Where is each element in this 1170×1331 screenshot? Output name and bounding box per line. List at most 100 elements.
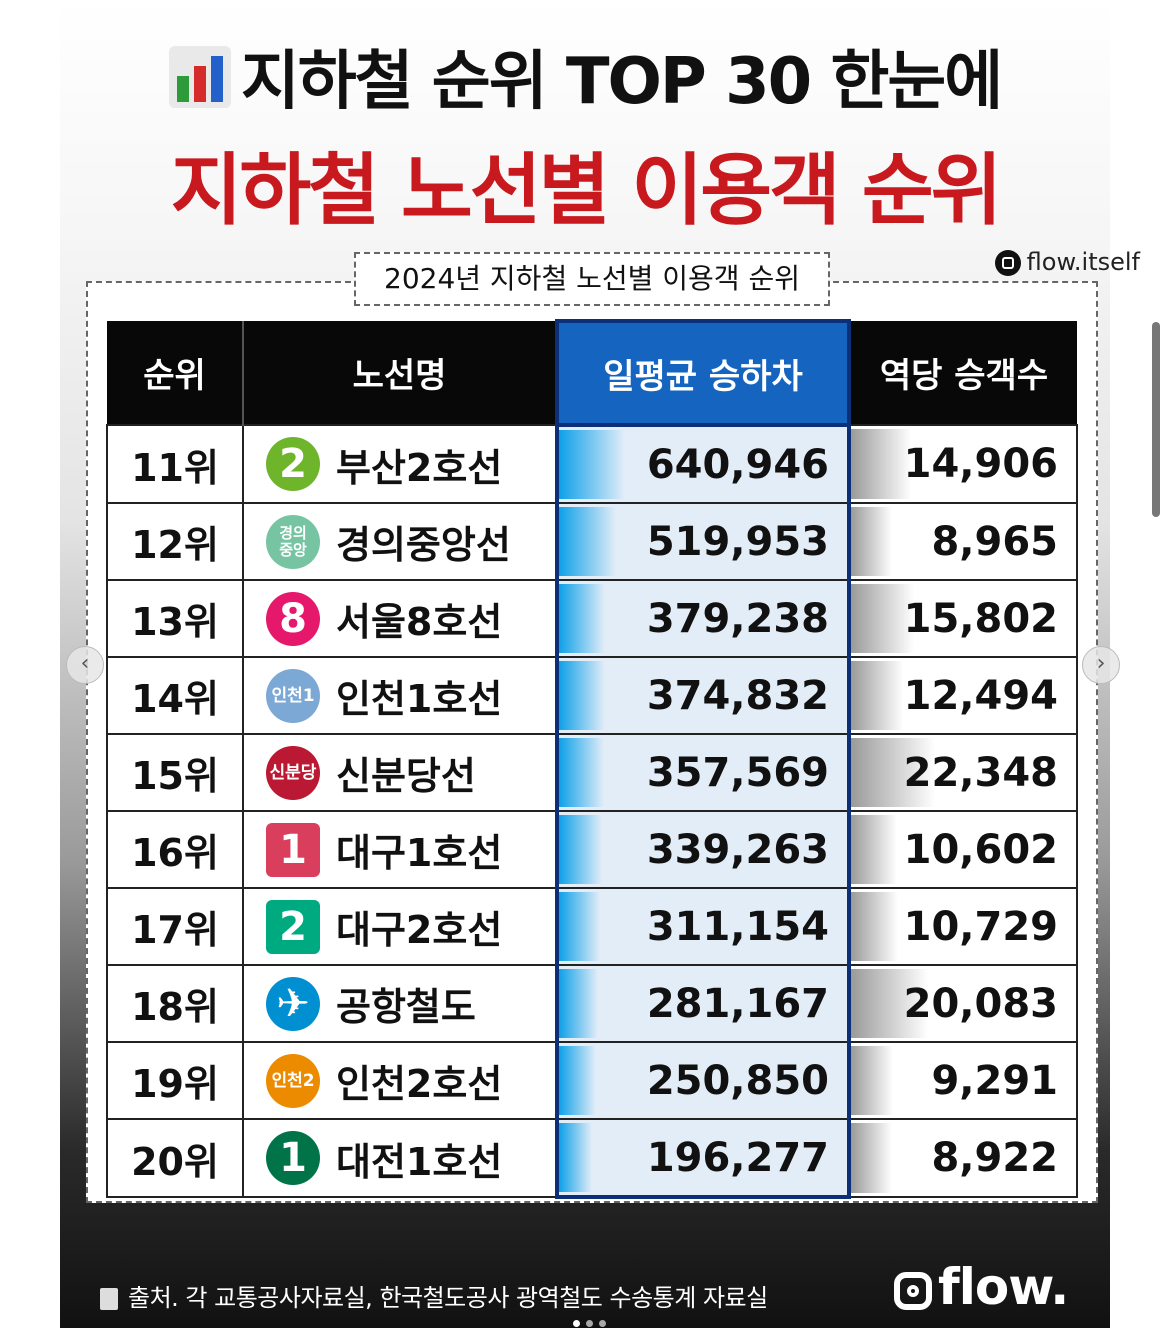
line-name: 경의중앙선: [336, 523, 511, 567]
rank-label: 17위: [131, 908, 219, 952]
line-badge-icon: 경의 중앙: [266, 514, 320, 569]
daily-bar: [559, 738, 604, 807]
table-header-row: 순위 노선명 일평균 승하차 역당 승객수: [107, 319, 1077, 427]
daily-riders-cell: 379,238: [555, 579, 851, 658]
daily-riders-value: 281,167: [646, 980, 829, 1027]
logo-camera-icon: [894, 1271, 932, 1310]
daily-bar: [559, 969, 598, 1038]
table-row: 17위 2 대구2호선 311,154 10,729: [106, 887, 1078, 966]
daily-bar: [559, 507, 616, 576]
daily-riders-value: 519,953: [646, 518, 829, 565]
table-row: 12위 경의 중앙 경의중앙선 519,953 8,965: [106, 502, 1078, 581]
next-slide-button[interactable]: ›: [1082, 646, 1120, 684]
daily-bar: [559, 430, 625, 499]
line-badge-icon: ✈: [266, 976, 320, 1031]
line-name: 인천1호선: [336, 677, 503, 721]
daily-riders-value: 640,946: [646, 441, 829, 488]
table-row: 18위 ✈ 공항철도 281,167 20,083: [106, 964, 1078, 1043]
per-station-bar: [851, 584, 914, 653]
daily-riders-cell: 311,154: [555, 887, 851, 966]
per-station-value: 9,291: [931, 1057, 1058, 1104]
per-station-bar: [851, 429, 911, 499]
daily-riders-value: 196,277: [646, 1134, 829, 1181]
rank-cell: 12위: [106, 502, 244, 581]
ranking-table: 순위 노선명 일평균 승하차 역당 승객수 11위 2 부산2호선 640,946 14…: [106, 319, 1078, 1199]
daily-bar: [559, 661, 605, 730]
prev-slide-button[interactable]: ‹: [66, 646, 104, 684]
per-station-value: 15,802: [903, 595, 1058, 642]
table-row: 20위 1 대전1호선 196,277 8,922: [106, 1118, 1078, 1199]
line-cell: 1 대전1호선: [242, 1118, 558, 1198]
daily-riders-cell: 250,850: [555, 1041, 851, 1120]
per-station-cell: 8,965: [848, 502, 1078, 581]
col-header-rank: 순위: [107, 321, 243, 425]
line-badge-icon: 1: [266, 822, 320, 877]
per-station-bar: [851, 507, 892, 576]
daily-bar: [559, 815, 602, 884]
rank-cell: 16위: [106, 810, 244, 889]
rank-label: 12위: [131, 523, 219, 567]
daily-riders-value: 357,569: [646, 749, 829, 796]
line-cell: 인천1 인천1호선: [242, 656, 558, 735]
flow-logo: flow.: [894, 1258, 1069, 1316]
line-badge-icon: 2: [266, 437, 320, 491]
per-station-value: 8,965: [931, 518, 1058, 565]
daily-riders-cell: 640,946: [555, 424, 851, 504]
per-station-cell: 22,348: [848, 733, 1078, 812]
line-name: 서울8호선: [336, 600, 503, 644]
rank-cell: 18위: [106, 964, 244, 1043]
per-station-bar: [851, 738, 935, 807]
rank-label: 14위: [131, 677, 219, 721]
line-name: 공항철도: [336, 985, 476, 1029]
rank-label: 15위: [131, 754, 219, 798]
per-station-value: 10,729: [903, 903, 1058, 950]
line-name: 대구1호선: [336, 831, 503, 875]
rank-cell: 17위: [106, 887, 244, 966]
table-body: 11위 2 부산2호선 640,946 14,906 12위 경의 중앙 경의중앙선 519,95…: [106, 424, 1078, 1199]
per-station-value: 8,922: [931, 1135, 1058, 1181]
carousel-dot[interactable]: [573, 1320, 580, 1327]
daily-riders-value: 250,850: [646, 1057, 829, 1104]
page-title: 지하철 순위 TOP 30 한눈에: [60, 30, 1110, 124]
line-cell: 8 서울8호선: [242, 579, 558, 658]
col-header-line: 노선명: [242, 321, 557, 425]
daily-bar: [559, 1123, 592, 1192]
line-cell: 신분당 신분당선: [242, 733, 558, 812]
handle-text: flow.itself: [1026, 248, 1140, 276]
line-cell: ✈ 공항철도: [242, 964, 558, 1043]
line-badge-icon: 인천1: [266, 668, 320, 723]
carousel-dot[interactable]: [586, 1320, 593, 1327]
col-header-daily: 일평균 승하차: [555, 319, 851, 427]
table-row: 19위 인천2 인천2호선 250,850 9,291: [106, 1041, 1078, 1120]
col-header-per-station: 역당 승객수: [848, 321, 1077, 425]
per-station-cell: 14,906: [848, 424, 1078, 504]
instagram-handle[interactable]: flow.itself: [994, 248, 1140, 276]
per-station-bar: [851, 969, 928, 1038]
per-station-value: 22,348: [903, 749, 1058, 796]
scrollbar[interactable]: [1152, 322, 1160, 517]
line-badge-icon: 8: [266, 591, 320, 646]
per-station-value: 14,906: [903, 441, 1058, 487]
bar-chart-icon: [168, 46, 231, 124]
daily-riders-cell: 339,263: [555, 810, 851, 889]
per-station-value: 10,602: [903, 826, 1058, 873]
rank-cell: 11위: [106, 424, 244, 504]
line-cell: 경의 중앙 경의중앙선: [242, 502, 558, 581]
table-row: 11위 2 부산2호선 640,946 14,906: [106, 424, 1078, 504]
rank-cell: 20위: [106, 1118, 244, 1198]
per-station-bar: [851, 1046, 893, 1115]
line-name: 부산2호선: [336, 445, 503, 490]
daily-bar: [559, 892, 600, 961]
table-row: 14위 인천1 인천1호선 374,832 12,494: [106, 656, 1078, 735]
rank-label: 18위: [131, 985, 219, 1029]
carousel-dot[interactable]: [599, 1320, 606, 1327]
per-station-bar: [851, 1123, 892, 1193]
daily-riders-cell: 281,167: [555, 964, 851, 1043]
source-note: 출처. 각 교통공사자료실, 한국철도공사 광역철도 수송통계 자료실: [100, 1278, 768, 1313]
daily-riders-value: 339,263: [646, 826, 829, 873]
title-line1: 지하철 순위 TOP 30 한눈에: [240, 45, 1003, 119]
line-name: 대전1호선: [336, 1139, 503, 1184]
per-station-bar: [851, 815, 897, 884]
table-subtitle: 2024년 지하철 노선별 이용객 순위: [354, 252, 830, 306]
rank-cell: 15위: [106, 733, 244, 812]
